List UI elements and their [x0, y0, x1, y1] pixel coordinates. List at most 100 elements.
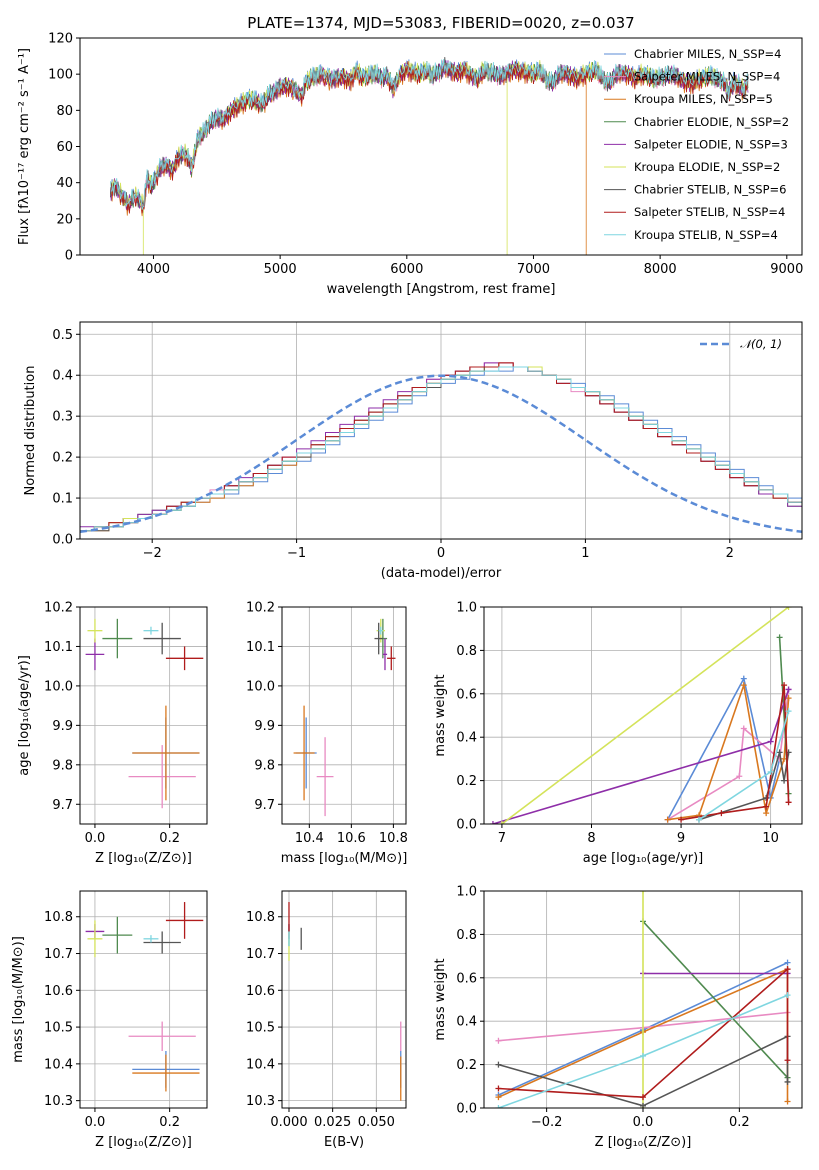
y-tick-label: 10.7 [246, 947, 275, 962]
errorbar-point [128, 1021, 196, 1051]
weight-point-marker [740, 725, 747, 732]
weight-point-marker [767, 738, 774, 745]
axes-frame [79, 37, 803, 256]
y-tick-label: 1.0 [456, 885, 477, 900]
x-axis-label: wavelength [Angstrom, rest frame] [327, 282, 556, 297]
y-tick-label: 120 [48, 32, 73, 47]
y-tick-label: 9.9 [52, 719, 73, 734]
errorbar-point [132, 705, 200, 801]
axes-frame [281, 890, 407, 1109]
y-tick-label: 10.1 [246, 640, 275, 655]
spectrum-panel: 4000 5000 6000 7000 8000 9000 0 20 40 60 80 100 120 w… [17, 14, 803, 297]
y-tick-label: 40 [56, 176, 73, 191]
weight-point-marker [784, 1098, 791, 1105]
y-tick-label: 10.2 [246, 601, 275, 616]
weight-series-line [492, 689, 790, 824]
errorbar-point [87, 618, 103, 643]
weight-point-marker [740, 675, 747, 682]
y-tick-label: 9.8 [254, 758, 275, 773]
weight-point-marker [763, 803, 770, 810]
errorbar-point [143, 622, 181, 655]
y-tick-label: 10.2 [44, 601, 73, 616]
y-tick-label: 10.3 [44, 1094, 73, 1109]
weight-point-marker [495, 1037, 502, 1044]
x-tick-label: 10.4 [295, 831, 324, 846]
y-axis-label: mass weight [433, 674, 448, 756]
weight-point-marker [695, 816, 702, 823]
y-tick-label: 10.3 [246, 1094, 275, 1109]
y-tick-label: 9.9 [254, 719, 275, 734]
y-tick-label: 10.8 [44, 910, 73, 925]
weight-point-marker [678, 816, 685, 823]
y-axis-label: age [log₁₀(age/yr)] [17, 655, 32, 776]
y-tick-label: 0.5 [52, 328, 73, 343]
spectrum-lines [110, 56, 749, 255]
residuals-panel: −2 −1 0 1 2 0.0 0.1 0.2 0.3 0.4 0.5 (data-model)/er… [23, 321, 803, 581]
y-tick-label: 10.0 [44, 679, 73, 694]
x-axis-label: age [log₁₀(age/yr)] [583, 851, 704, 866]
axes-frame [79, 890, 208, 1109]
normal-curve [80, 374, 802, 534]
errorbar-point [387, 646, 396, 671]
errorbar-point [143, 931, 181, 954]
x-tick-label: 10.6 [337, 831, 366, 846]
weight-series-line [666, 676, 781, 821]
y-tick-label: 20 [56, 212, 73, 227]
weight-point-marker [785, 607, 792, 610]
y-tick-label: 10.8 [246, 910, 275, 925]
x-tick-label: 8000 [644, 262, 677, 277]
y-tick-label: 0.2 [456, 774, 477, 789]
errorbar-point [293, 705, 315, 801]
weight-point-marker [785, 708, 792, 715]
weight-lines [495, 891, 791, 1108]
x-tick-label: 9 [677, 831, 685, 846]
errorbar-point [165, 646, 204, 671]
y-tick-label: 0 [65, 249, 73, 264]
x-tick-label: 0.2 [159, 1115, 180, 1130]
legend-label: Chabrier MILES, N_SSP=4 [634, 47, 781, 61]
weight-point-marker [767, 768, 774, 775]
errorbar-point [165, 902, 204, 939]
legend-label: 𝒩(0, 1) [740, 337, 782, 351]
legend-label: Chabrier ELODIE, N_SSP=2 [634, 115, 789, 129]
errorbar-point [102, 618, 133, 659]
weight-point-marker [736, 773, 743, 780]
y-tick-label: 0.4 [456, 1015, 477, 1030]
weight-point-marker [718, 810, 725, 817]
weight_vs_Z-panel: −0.2 0.0 0.2 0.0 0.2 0.4 0.6 0.8 1.0 Z [log₁₀(Z/Z… [433, 885, 803, 1150]
x-tick-label: 0.050 [358, 1115, 395, 1130]
y-tick-label: 10.4 [44, 1057, 73, 1072]
weight-series-line [501, 607, 790, 824]
y-tick-label: 10.5 [44, 1021, 73, 1036]
errorbar-points [288, 902, 402, 1101]
weight-point-marker [763, 810, 770, 817]
x-tick-label: 0.0 [85, 831, 106, 846]
x-tick-label: 0.000 [270, 1115, 307, 1130]
y-tick-label: 10.7 [44, 947, 73, 962]
age_vs_mass-panel: 10.4 10.6 10.8 9.7 9.8 9.9 10.0 10.1 10.2 mass [l… [246, 601, 408, 867]
axes-frame [79, 606, 208, 825]
x-tick-label: 4000 [137, 262, 170, 277]
x-tick-label: 10.8 [379, 831, 408, 846]
weight_vs_age-panel: 7 8 9 10 0.0 0.2 0.4 0.6 0.8 1.0 age [log₁₀(age/yr… [433, 601, 803, 866]
x-tick-label: 8 [587, 831, 595, 846]
y-tick-label: 80 [56, 104, 73, 119]
x-axis-label: Z [log₁₀(Z/Z⊙)] [95, 1135, 192, 1150]
weight-point-marker [784, 1078, 791, 1085]
weight-point-marker [784, 966, 791, 973]
weight-point-marker [781, 682, 788, 689]
weight-point-marker [495, 1085, 502, 1092]
weight-point-marker [640, 1052, 646, 1059]
x-axis-label: Z [log₁₀(Z/Z⊙)] [95, 851, 192, 866]
y-tick-label: 0.8 [456, 928, 477, 943]
weight-point-marker [640, 1094, 646, 1101]
weight-point-marker [740, 682, 747, 689]
y-tick-label: 0.8 [456, 644, 477, 659]
weight-point-marker [785, 686, 792, 693]
errorbar-point [143, 626, 159, 635]
errorbar-points [293, 618, 396, 817]
y-tick-label: 0.4 [52, 369, 73, 384]
x-tick-label: 0.025 [314, 1115, 351, 1130]
weight-series-line [498, 967, 789, 1099]
errorbar-points [85, 618, 204, 809]
